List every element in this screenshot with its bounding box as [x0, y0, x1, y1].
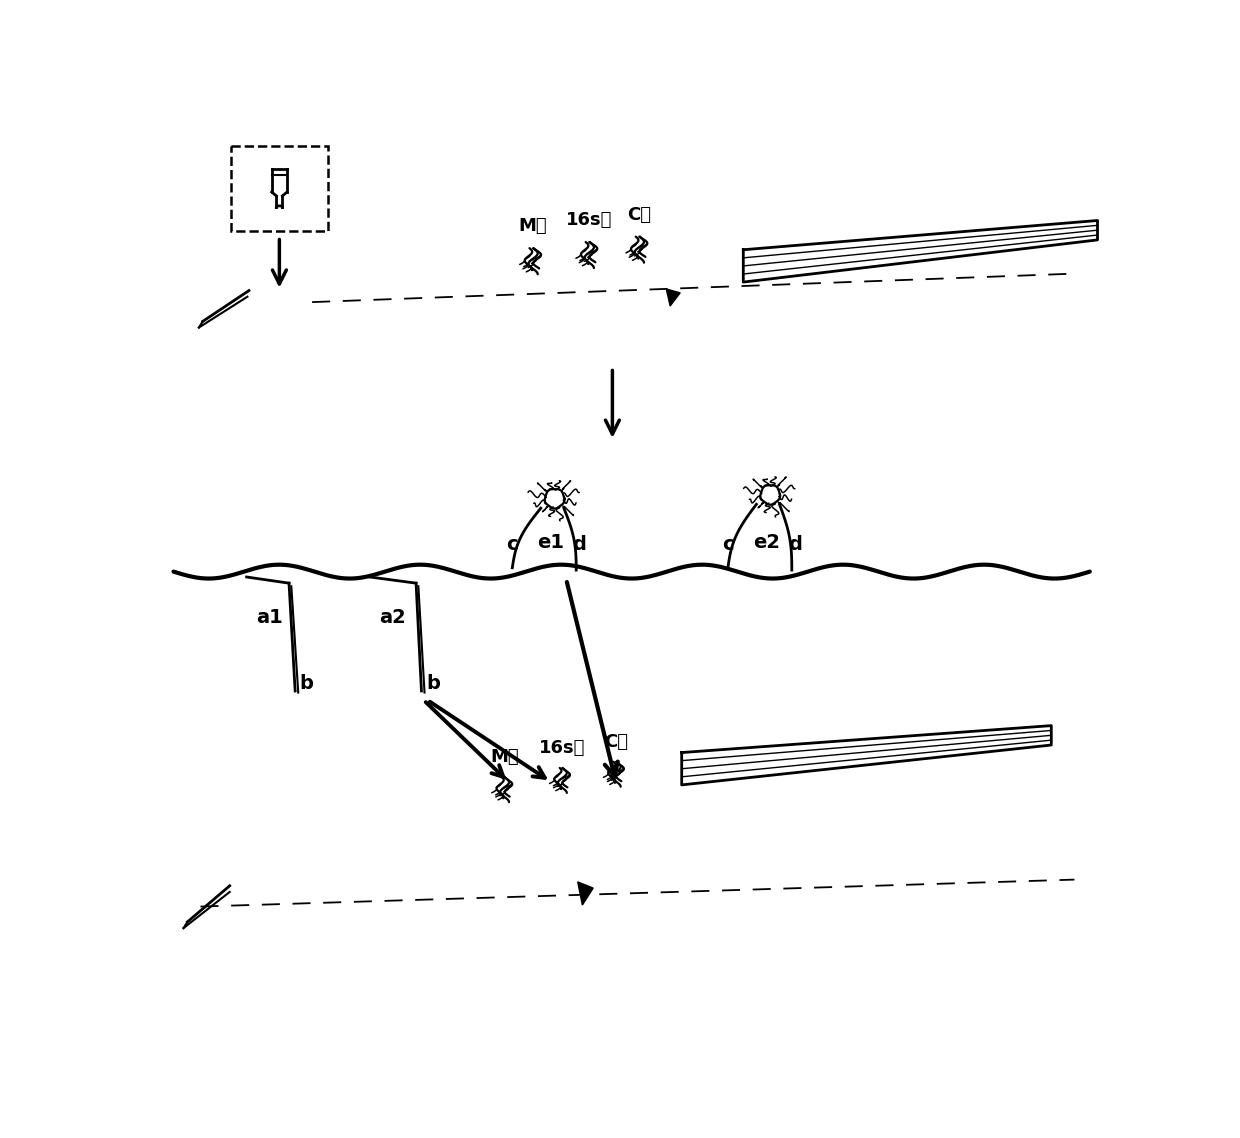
Polygon shape [666, 289, 681, 306]
Text: 16s线: 16s线 [539, 740, 585, 757]
Text: d: d [573, 535, 587, 554]
Text: c: c [722, 535, 734, 554]
Text: C线: C线 [627, 206, 651, 223]
Text: C线: C线 [604, 733, 629, 751]
Text: c: c [506, 535, 518, 554]
Text: e2: e2 [753, 533, 780, 552]
Polygon shape [743, 221, 1097, 282]
Polygon shape [682, 726, 1052, 785]
Polygon shape [760, 485, 780, 505]
Text: 16s线: 16s线 [567, 211, 613, 229]
Bar [231, 146, 327, 231]
Text: M线: M线 [518, 217, 547, 236]
Text: M线: M线 [490, 749, 518, 766]
Text: b: b [427, 674, 440, 693]
Polygon shape [578, 882, 593, 905]
Text: a1: a1 [257, 609, 283, 627]
Text: d: d [787, 535, 802, 554]
Text: b: b [300, 674, 314, 693]
Text: a2: a2 [379, 609, 407, 627]
Text: e1: e1 [537, 533, 564, 552]
Polygon shape [544, 489, 564, 509]
